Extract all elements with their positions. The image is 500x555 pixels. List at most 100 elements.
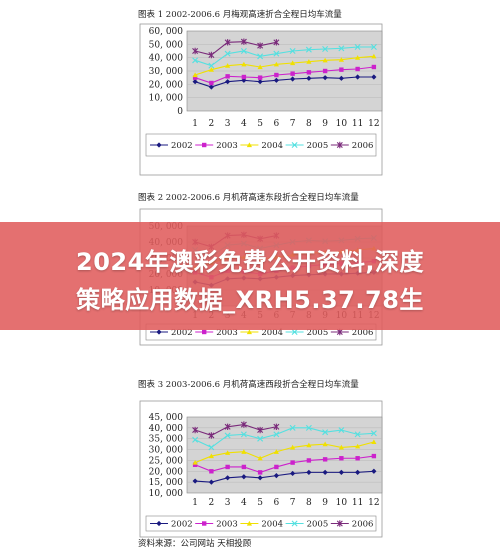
- data-point-2004: [322, 441, 328, 447]
- data-point-2006: [208, 432, 215, 439]
- data-point-2005: [240, 431, 247, 438]
- legend-label-2006: 2006: [352, 520, 374, 530]
- data-point-2006: [257, 426, 264, 434]
- legend-label-2004: 2004: [261, 141, 283, 151]
- data-point-2005: [322, 429, 329, 436]
- data-point-2003: [209, 80, 214, 86]
- data-point-2004: [306, 59, 312, 64]
- data-point-2005: [208, 62, 215, 69]
- data-point-2003: [241, 464, 247, 470]
- legend-label-2003: 2003: [216, 328, 238, 338]
- data-point-2003: [306, 458, 312, 463]
- y-tick-label: 10, 000: [149, 489, 184, 499]
- figure-3: 图表 3 2003-2006.6 月机荷高速西段折合全程日均车流量 10, 00…: [0, 373, 500, 555]
- x-tick-label: 1: [192, 119, 198, 129]
- data-point-2004: [192, 460, 198, 465]
- data-point-2003: [274, 464, 279, 470]
- series-2004: [192, 53, 377, 78]
- x-tick-label: 11: [352, 498, 363, 508]
- data-point-2002: [225, 79, 231, 85]
- legend-box: [145, 515, 377, 532]
- legend-marker-2002: [156, 520, 162, 527]
- data-point-2004: [355, 55, 361, 60]
- data-point-2002: [322, 75, 328, 81]
- y-tick-label: 15, 000: [149, 478, 184, 488]
- data-point-2004: [371, 439, 377, 445]
- x-tick-label: 5: [257, 119, 263, 129]
- series-2005: [192, 44, 377, 69]
- chart-3-title: 图表 3 2003-2006.6 月机荷高速西段折合全程日均车流量: [138, 380, 359, 390]
- series-2004: [192, 439, 377, 465]
- data-point-2004: [273, 61, 279, 67]
- data-point-2003: [306, 70, 312, 75]
- data-point-2004: [355, 443, 361, 449]
- data-point-2002: [371, 74, 377, 80]
- legend-label-2002: 2002: [171, 520, 193, 530]
- x-tick-label: 12: [368, 498, 379, 508]
- data-point-2002: [371, 468, 377, 474]
- legend-marker-2003: [202, 521, 207, 526]
- data-point-2005: [192, 57, 199, 64]
- data-point-2006: [240, 38, 247, 45]
- x-tick-label: 3: [225, 119, 231, 129]
- data-point-2005: [354, 431, 361, 438]
- y-tick-label: 40, 000: [149, 424, 184, 434]
- data-point-2003: [339, 67, 344, 72]
- legend-label-2005: 2005: [307, 328, 329, 338]
- data-point-2003: [257, 470, 263, 475]
- legend-label-2004: 2004: [261, 520, 283, 530]
- y-tick-label: 50, 000: [149, 40, 184, 50]
- series-line-2004: [194, 55, 374, 76]
- x-tick-label: 7: [290, 119, 296, 129]
- data-point-2005: [322, 46, 329, 52]
- y-tick-label: 40, 000: [149, 54, 184, 64]
- data-point-2005: [289, 424, 296, 431]
- data-point-2006: [208, 51, 215, 59]
- legend-marker-2004: [246, 520, 252, 526]
- legend-label-2002: 2002: [171, 141, 193, 151]
- data-point-2005: [305, 424, 312, 431]
- legend-marker-2006: [336, 520, 343, 527]
- y-tick-label: 45, 000: [149, 413, 184, 423]
- data-point-2003: [209, 469, 214, 474]
- data-point-2003: [355, 66, 360, 72]
- series-2003: [192, 453, 377, 475]
- x-tick-label: 6: [274, 119, 280, 129]
- data-point-2002: [257, 475, 263, 481]
- data-point-2004: [241, 61, 247, 67]
- data-point-2005: [370, 430, 377, 437]
- y-tick-label: 10, 000: [149, 94, 184, 104]
- data-point-2004: [225, 450, 231, 455]
- legend-marker-2006: [336, 141, 343, 149]
- data-point-2006: [192, 426, 199, 434]
- data-point-2005: [224, 50, 231, 57]
- legend-label-2005: 2005: [307, 141, 329, 151]
- series-2006: [192, 38, 280, 59]
- banner-line-2: 策略应用数据_XRH5.37.78生: [76, 286, 424, 314]
- x-tick-label: 6: [274, 498, 280, 508]
- legend-label-2004: 2004: [261, 328, 283, 338]
- data-point-2002: [192, 79, 198, 85]
- series-line-2002: [195, 470, 374, 483]
- x-tick-label: 10: [336, 498, 348, 508]
- data-point-2004: [371, 53, 377, 59]
- legend-marker-2004: [246, 329, 252, 335]
- series-line-2006: [194, 41, 277, 56]
- legend-label-2003: 2003: [216, 520, 238, 530]
- data-point-2004: [208, 453, 214, 459]
- y-tick-label: 30, 000: [149, 67, 184, 77]
- data-point-2004: [241, 449, 247, 454]
- legend-label-2006: 2006: [352, 328, 374, 338]
- x-tick-label: 9: [322, 498, 328, 508]
- legend-marker-2005: [291, 520, 298, 527]
- data-point-2004: [225, 63, 231, 68]
- data-point-2004: [322, 57, 328, 63]
- data-point-2002: [306, 75, 312, 81]
- chart-2-title: 图表 2 2002-2006.6 月机荷高速东段折合全程日均车流量: [138, 193, 359, 203]
- data-point-2002: [338, 75, 344, 81]
- data-point-2003: [192, 462, 198, 467]
- data-point-2002: [208, 84, 214, 90]
- x-tick-label: 8: [306, 119, 312, 129]
- source-note: 资料来源：公司网站 天相投顾: [138, 539, 252, 549]
